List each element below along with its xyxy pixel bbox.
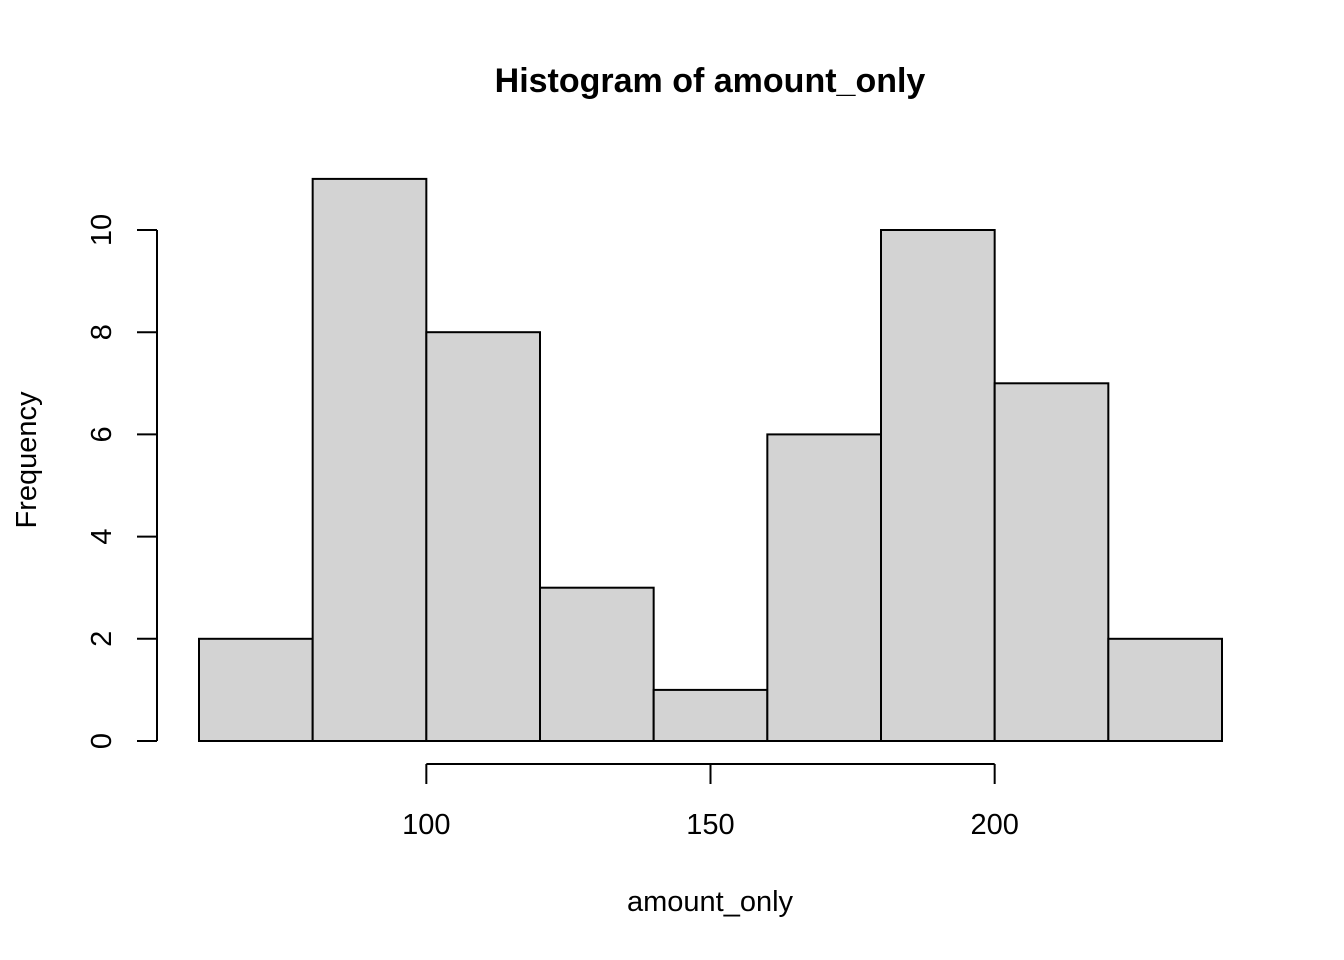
histogram-bar	[425, 331, 542, 742]
bars-group	[198, 177, 1224, 743]
histogram-bar	[1107, 637, 1224, 742]
y-axis: 0 2 4 6 8 10	[86, 214, 158, 749]
y-tick-label: 8	[86, 324, 118, 340]
histogram-bar	[880, 229, 996, 742]
y-tick-label: 0	[86, 733, 118, 749]
histogram-bar	[993, 382, 1110, 742]
y-tick-label: 2	[86, 631, 118, 647]
y-tick-label: 6	[86, 426, 118, 442]
histogram-bar	[652, 688, 769, 743]
chart-title: Histogram of amount_only	[495, 62, 926, 100]
y-tick-label: 10	[86, 214, 118, 246]
y-axis-label: Frequency	[11, 391, 43, 529]
histogram-bar	[766, 433, 882, 742]
histogram-bar	[198, 637, 314, 742]
x-axis-label: amount_only	[627, 886, 794, 918]
x-tick-label: 200	[970, 809, 1018, 841]
x-axis: 100 150 200	[402, 763, 1019, 841]
x-tick-label: 100	[402, 809, 450, 841]
histogram-bar	[311, 177, 428, 742]
histogram-bar	[539, 586, 655, 743]
x-tick-label: 150	[686, 809, 734, 841]
y-tick-label: 4	[86, 529, 118, 545]
